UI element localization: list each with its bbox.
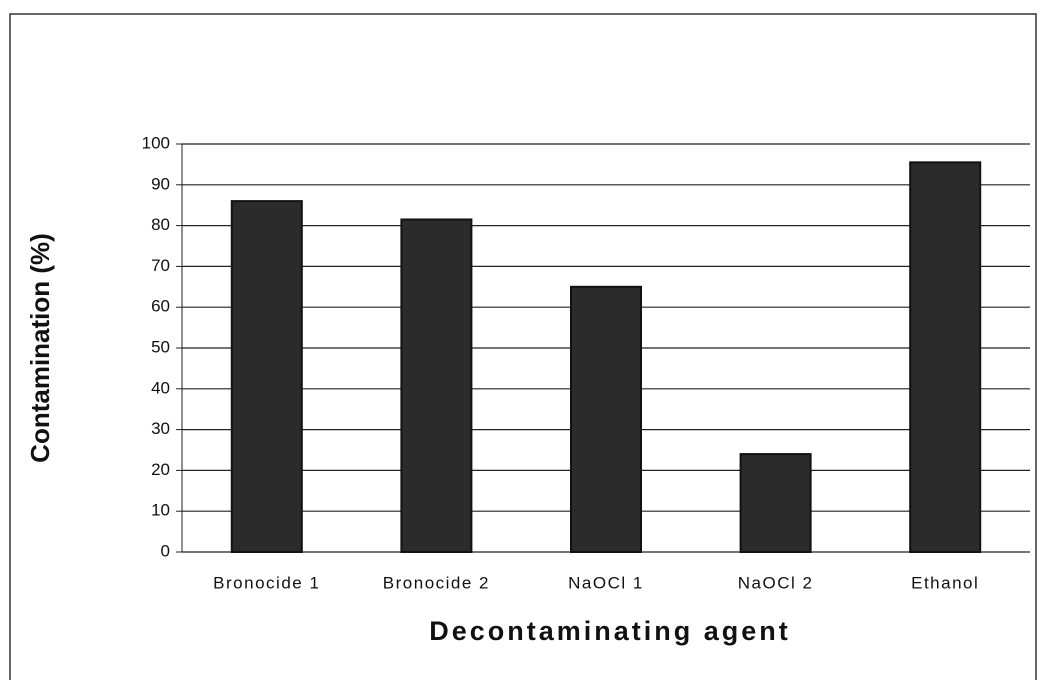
y-tick-label: 70 [151,256,170,275]
y-tick-label: 20 [151,460,170,479]
y-axis-label: Contamination (%) [25,233,55,463]
y-tick-label: 0 [161,541,170,560]
y-tick-label: 50 [151,337,170,356]
y-tick-label: 80 [151,215,170,234]
y-tick-label: 60 [151,297,170,316]
x-tick-label: Ethanol [911,573,979,592]
x-tick-label: NaOCl 2 [738,573,814,592]
bar [230,200,303,553]
y-tick-label: 100 [142,133,170,152]
bar [909,161,982,554]
y-tick-label: 30 [151,419,170,438]
bar [570,285,642,553]
bar [739,453,812,553]
x-tick-label: Bronocide 1 [213,573,320,592]
x-axis-label: Decontaminating agent [429,616,791,646]
y-tick-label: 90 [151,174,170,193]
x-tick-label: Bronocide 2 [383,573,490,592]
frame [9,13,1037,680]
y-tick-label: 40 [151,378,170,397]
y-tick-label: 10 [151,501,170,520]
x-tick-label: NaOCl 1 [568,573,644,592]
bar [400,218,473,553]
